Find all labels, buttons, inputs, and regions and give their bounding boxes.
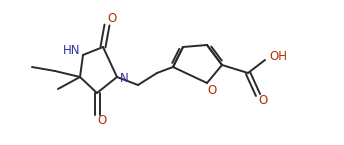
Text: O: O — [258, 95, 268, 107]
Text: O: O — [97, 114, 107, 126]
Text: O: O — [107, 12, 117, 26]
Text: O: O — [207, 84, 217, 97]
Text: N: N — [120, 72, 128, 86]
Text: OH: OH — [269, 50, 287, 64]
Text: HN: HN — [63, 44, 81, 57]
